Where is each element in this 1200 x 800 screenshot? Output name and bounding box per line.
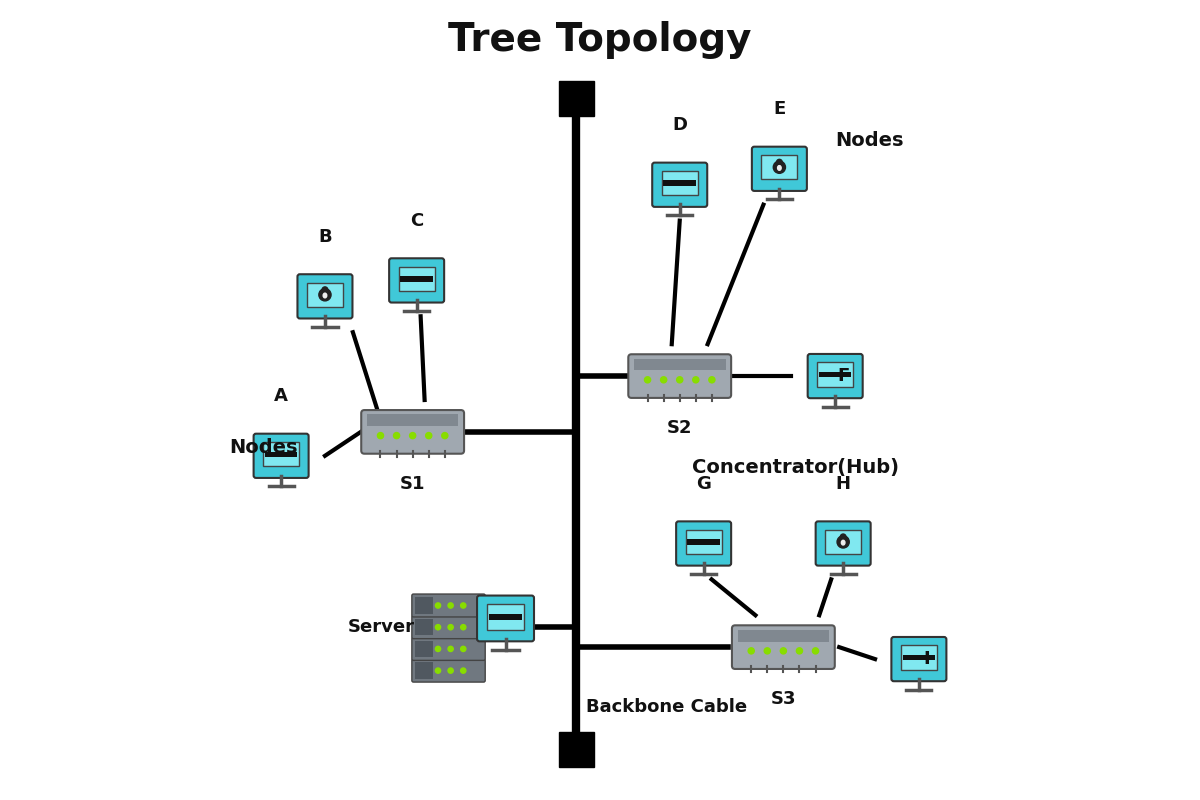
FancyBboxPatch shape — [298, 274, 353, 318]
FancyBboxPatch shape — [676, 522, 731, 566]
Circle shape — [448, 668, 454, 674]
Text: C: C — [410, 212, 424, 230]
Circle shape — [448, 646, 454, 651]
Circle shape — [461, 646, 466, 651]
Text: A: A — [274, 387, 288, 405]
Circle shape — [436, 668, 440, 674]
Circle shape — [644, 377, 650, 383]
Text: Server: Server — [347, 618, 414, 636]
Circle shape — [442, 433, 448, 438]
Bar — [415, 598, 432, 614]
Bar — [415, 641, 432, 657]
Circle shape — [461, 603, 466, 608]
FancyBboxPatch shape — [412, 594, 485, 617]
Bar — [664, 181, 696, 186]
Ellipse shape — [323, 293, 326, 298]
Text: Backbone Cable: Backbone Cable — [587, 698, 748, 716]
Bar — [634, 358, 726, 370]
FancyBboxPatch shape — [361, 410, 464, 454]
Text: E: E — [773, 100, 786, 118]
Text: S2: S2 — [667, 419, 692, 437]
Bar — [558, 732, 594, 766]
Circle shape — [748, 648, 755, 654]
Bar — [901, 646, 937, 670]
Bar — [818, 372, 852, 377]
Circle shape — [322, 287, 328, 293]
FancyBboxPatch shape — [389, 258, 444, 302]
Bar — [817, 362, 853, 386]
Bar — [688, 539, 720, 545]
Bar — [685, 530, 721, 554]
Bar — [902, 655, 935, 660]
Circle shape — [426, 433, 432, 438]
Circle shape — [812, 648, 818, 654]
Circle shape — [776, 159, 782, 165]
Circle shape — [409, 433, 415, 438]
Text: S3: S3 — [770, 690, 796, 708]
Bar — [661, 171, 698, 195]
Text: Tree Topology: Tree Topology — [449, 22, 751, 59]
Bar — [415, 619, 432, 635]
FancyBboxPatch shape — [752, 146, 806, 191]
FancyBboxPatch shape — [653, 162, 707, 207]
Bar — [761, 155, 798, 179]
Circle shape — [394, 433, 400, 438]
FancyBboxPatch shape — [412, 638, 485, 660]
Circle shape — [436, 603, 440, 608]
Bar — [415, 662, 432, 679]
Circle shape — [773, 161, 786, 174]
Circle shape — [436, 646, 440, 651]
FancyBboxPatch shape — [412, 659, 485, 682]
Circle shape — [797, 648, 803, 654]
Bar — [265, 451, 298, 457]
Circle shape — [436, 625, 440, 630]
Circle shape — [378, 433, 384, 438]
Bar — [488, 614, 522, 619]
Circle shape — [840, 534, 846, 540]
Bar — [401, 276, 433, 282]
Bar — [398, 266, 434, 291]
Circle shape — [461, 668, 466, 674]
Bar — [307, 282, 343, 307]
Text: D: D — [672, 116, 688, 134]
FancyBboxPatch shape — [478, 595, 534, 642]
Bar — [263, 442, 299, 466]
Circle shape — [709, 377, 715, 383]
Circle shape — [780, 648, 786, 654]
Ellipse shape — [841, 540, 845, 545]
Bar — [487, 604, 524, 630]
Circle shape — [692, 377, 698, 383]
Bar — [367, 414, 458, 426]
FancyBboxPatch shape — [808, 354, 863, 398]
Ellipse shape — [778, 166, 781, 170]
Bar — [738, 630, 829, 642]
Circle shape — [448, 603, 454, 608]
Bar — [558, 81, 594, 116]
Circle shape — [461, 625, 466, 630]
FancyBboxPatch shape — [732, 626, 835, 669]
Text: Nodes: Nodes — [229, 438, 298, 458]
FancyBboxPatch shape — [892, 637, 947, 682]
Text: Concentrator(Hub): Concentrator(Hub) — [691, 458, 899, 478]
Circle shape — [677, 377, 683, 383]
Text: G: G — [696, 474, 712, 493]
Circle shape — [660, 377, 667, 383]
FancyBboxPatch shape — [629, 354, 731, 398]
Text: B: B — [318, 227, 331, 246]
Text: F: F — [838, 367, 850, 385]
Text: S1: S1 — [400, 474, 426, 493]
Text: H: H — [835, 474, 851, 493]
FancyBboxPatch shape — [412, 616, 485, 638]
Circle shape — [448, 625, 454, 630]
FancyBboxPatch shape — [816, 522, 871, 566]
Bar — [826, 530, 862, 554]
Text: Nodes: Nodes — [835, 131, 904, 150]
Circle shape — [764, 648, 770, 654]
Circle shape — [319, 289, 331, 301]
Circle shape — [838, 536, 850, 548]
Text: I: I — [924, 650, 930, 668]
FancyBboxPatch shape — [253, 434, 308, 478]
